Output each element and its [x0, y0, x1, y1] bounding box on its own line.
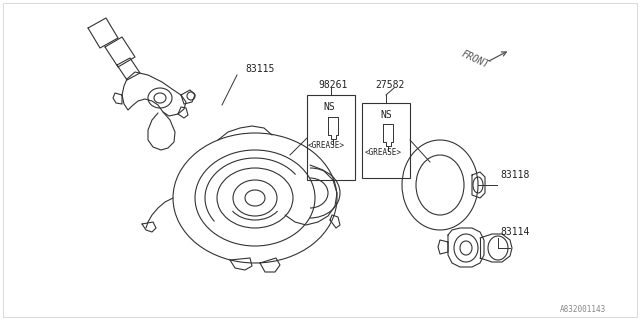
- Text: A832001143: A832001143: [560, 305, 606, 314]
- Text: FRONT: FRONT: [460, 49, 491, 70]
- Text: NS: NS: [323, 102, 335, 112]
- Text: 98261: 98261: [318, 80, 348, 90]
- Text: 83114: 83114: [500, 227, 529, 237]
- Bar: [362, 103, 410, 178]
- Bar: [307, 95, 355, 180]
- Text: <GREASE>: <GREASE>: [365, 148, 402, 157]
- Text: 83115: 83115: [245, 64, 275, 74]
- Text: 27582: 27582: [375, 80, 404, 90]
- Text: NS: NS: [380, 110, 392, 120]
- Text: <GREASE>: <GREASE>: [308, 141, 345, 150]
- Text: 83118: 83118: [500, 170, 529, 180]
